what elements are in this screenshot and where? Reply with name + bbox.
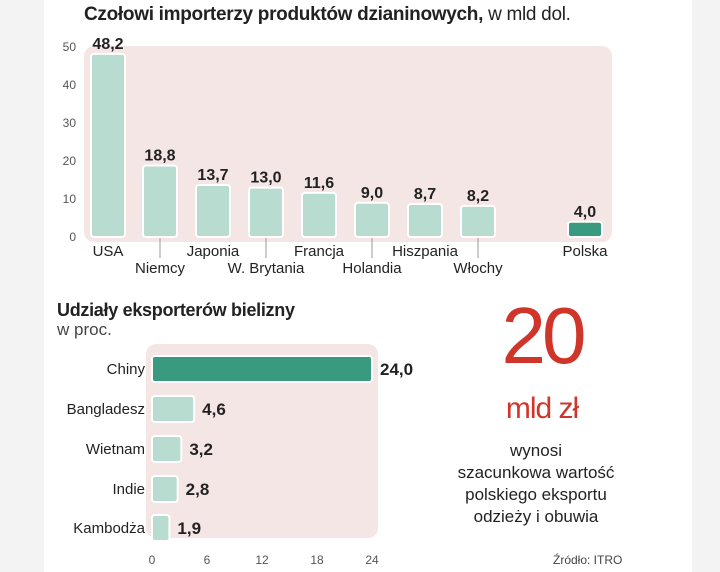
chart1-title: Czołowi importerzy produktów dzianinowyc… [84,4,571,26]
category-label: Niemcy [135,260,186,277]
data-label: 9,0 [361,185,383,202]
bar-holandia [354,201,390,239]
data-label: 13,0 [250,170,281,187]
x-tick-label: 18 [310,553,324,567]
y-tick-label: 0 [69,230,76,244]
chart1-title-bold: Czołowi importerzy produktów dzianinowyc… [84,4,484,25]
callout-line: wynosi [510,441,562,460]
bar-chiny [151,355,373,383]
callout-line: szacunkowa wartość [457,463,615,482]
data-label: 8,2 [467,188,489,205]
bar-wietnam [151,435,183,463]
bar-niemcy [142,164,178,238]
x-tick-label: 12 [255,553,269,567]
callout-description: wynosi szacunkowa wartość polskiego eksp… [420,440,652,528]
category-label: W. Brytania [228,260,305,277]
data-label: 11,6 [304,175,334,192]
category-label: Wietnam [86,441,145,458]
bar-bangladesz [151,395,196,423]
left-margin [0,0,44,572]
chart2-plot-panel [146,344,378,538]
bar-w-brytania [248,186,284,239]
bar-hiszpania [407,202,443,239]
data-label: 2,8 [186,480,210,499]
y-tick-label: 20 [63,154,77,168]
x-tick-label: 6 [204,553,211,567]
data-label: 24,0 [380,360,413,379]
chart1-title-unit: w mld dol. [488,4,571,25]
chart2-exporters: Chiny 24,0 Bangladesz 4,6 Wietnam 3,2 Indie 2,8… [67,344,413,567]
bar-japonia [195,183,231,239]
bar-usa [90,52,126,239]
callout-number: 20 [501,291,587,380]
bar-francja [301,191,337,238]
bar-indie [151,475,179,503]
category-label: Włochy [453,260,503,277]
category-label: Hiszpania [392,243,459,260]
category-label: Indie [112,481,145,498]
y-tick-label: 10 [63,192,77,206]
y-tick-label: 50 [63,40,77,54]
y-tick-label: 40 [63,78,77,92]
data-label: 8,7 [414,186,436,203]
data-label: 3,2 [189,440,213,459]
source-note: Źródło: ITRO [553,553,623,567]
category-label: Holandia [342,260,402,277]
x-tick-label: 24 [365,553,379,567]
data-label: 1,9 [177,519,201,538]
chart1-importers: 0 10 20 30 40 50 48,2 USA 18,8 Niemcy 13,7 Japonia 1… [63,36,612,277]
category-label: Polska [562,243,608,260]
data-label: 48,2 [92,36,123,53]
callout-line: odzieży i obuwia [473,507,599,526]
chart2-title: Udziały eksporterów bielizny [57,300,295,320]
chart2-unit: w proc. [57,320,112,339]
category-label: Francja [294,243,345,260]
bar-kambodża [151,514,171,542]
data-label: 18,8 [144,148,175,165]
bar-polska [567,220,603,239]
right-margin [692,0,720,572]
data-label: 13,7 [197,167,228,184]
callout-line: polskiego eksportu [465,485,607,504]
category-label: Bangladesz [67,401,145,418]
category-label: USA [93,243,124,260]
data-label: 4,0 [574,204,596,221]
data-label: 4,6 [202,400,226,419]
y-tick-label: 30 [63,116,77,130]
category-label: Chiny [107,361,146,378]
category-label: Japonia [187,243,240,260]
bar-włochy [460,204,496,238]
x-tick-label: 0 [149,553,156,567]
category-label: Kambodża [73,520,145,537]
callout-unit: mld zł [505,392,579,425]
